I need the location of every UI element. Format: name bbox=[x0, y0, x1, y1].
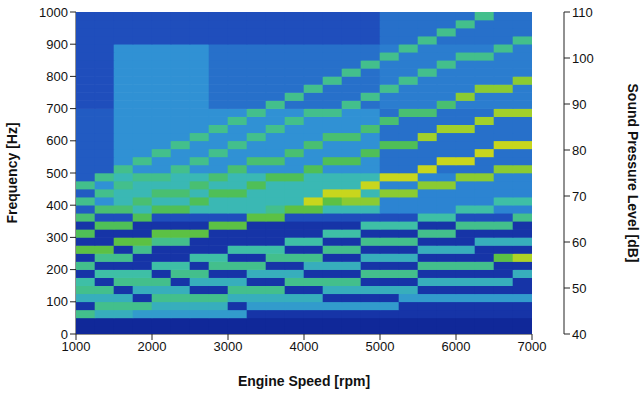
svg-text:400: 400 bbox=[46, 198, 68, 213]
svg-text:300: 300 bbox=[46, 230, 68, 245]
svg-text:100: 100 bbox=[572, 51, 594, 66]
svg-text:600: 600 bbox=[46, 133, 68, 148]
svg-text:700: 700 bbox=[46, 101, 68, 116]
svg-text:900: 900 bbox=[46, 37, 68, 52]
svg-text:40: 40 bbox=[572, 327, 586, 342]
svg-text:110: 110 bbox=[572, 5, 593, 20]
svg-text:6000: 6000 bbox=[442, 339, 471, 354]
svg-text:Sound Pressure Level [dB]: Sound Pressure Level [dB] bbox=[625, 84, 641, 263]
svg-text:7000: 7000 bbox=[518, 339, 547, 354]
svg-text:5000: 5000 bbox=[366, 339, 395, 354]
svg-text:50: 50 bbox=[572, 281, 586, 296]
svg-text:2000: 2000 bbox=[138, 339, 167, 354]
svg-text:1000: 1000 bbox=[61, 339, 91, 355]
svg-text:4000: 4000 bbox=[290, 339, 319, 354]
svg-text:200: 200 bbox=[46, 262, 68, 277]
svg-text:80: 80 bbox=[572, 143, 586, 158]
svg-text:800: 800 bbox=[46, 69, 68, 84]
svg-text:70: 70 bbox=[572, 189, 586, 204]
svg-text:1000: 1000 bbox=[39, 5, 68, 20]
svg-text:100: 100 bbox=[46, 294, 68, 309]
svg-text:Frequency [Hz]: Frequency [Hz] bbox=[4, 122, 20, 223]
svg-text:90: 90 bbox=[572, 97, 586, 112]
svg-text:500: 500 bbox=[46, 166, 68, 181]
svg-text:Engine Speed [rpm]: Engine Speed [rpm] bbox=[238, 373, 370, 389]
svg-text:0: 0 bbox=[61, 327, 68, 342]
svg-text:60: 60 bbox=[572, 235, 586, 250]
svg-text:3000: 3000 bbox=[214, 339, 243, 354]
